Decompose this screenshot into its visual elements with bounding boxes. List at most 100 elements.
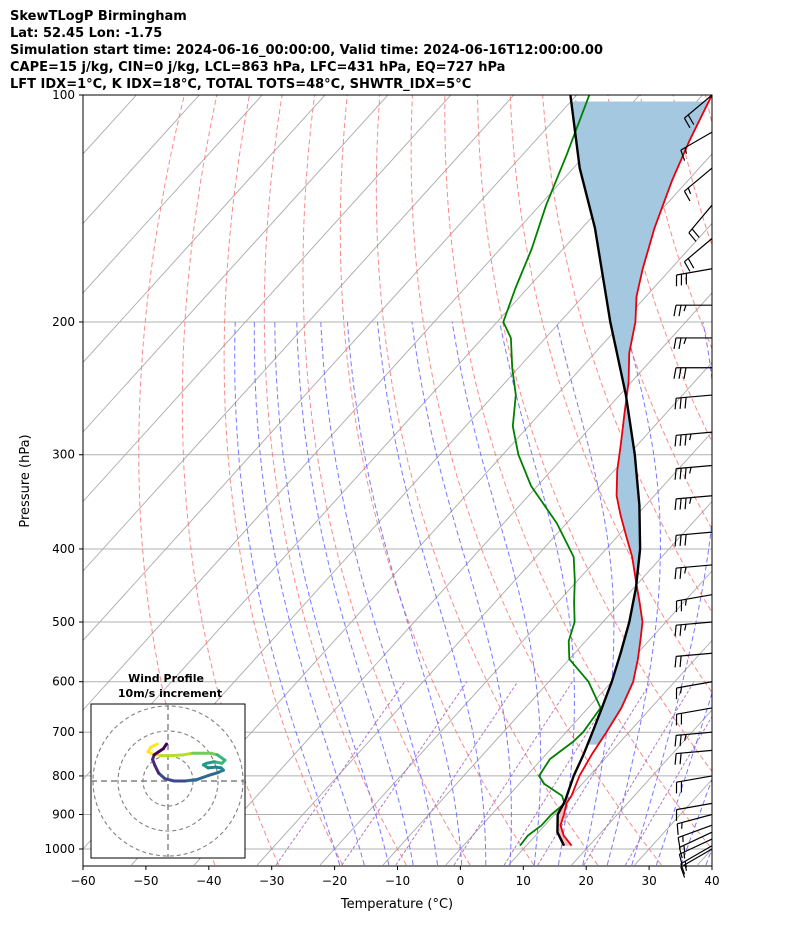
- barb-flag: [684, 534, 687, 546]
- dry-adiabat: [705, 95, 712, 126]
- moist-adiabat: [253, 321, 365, 866]
- y-tick-label: 100: [52, 88, 75, 102]
- moist-adiabat: [606, 321, 661, 866]
- mixing-ratio-line: [624, 715, 712, 866]
- wind-barb: [675, 594, 713, 613]
- barb-staff: [677, 824, 713, 839]
- wind-barb: [683, 94, 713, 129]
- barb-staff: [676, 495, 713, 500]
- y-tick-label: 900: [52, 807, 75, 821]
- barb-staff: [679, 838, 713, 855]
- barb-staff: [676, 749, 713, 755]
- hodograph-segment: [181, 751, 195, 757]
- x-tick-label: −20: [322, 874, 347, 888]
- axes: −60 −50 −40 −30 −20 −10 0 10 20 30 40 1000 900 800 700…: [44, 88, 719, 888]
- y-tick-label: 300: [52, 448, 75, 462]
- dry-adiabat: [639, 95, 712, 350]
- barb-flag: [683, 190, 691, 202]
- isotherm-line: [571, 709, 712, 866]
- barb-flag: [679, 624, 682, 636]
- y-tick-label: 700: [52, 725, 75, 739]
- wind-barb: [675, 681, 713, 700]
- time-line: Simulation start time: 2024-06-16_00:00:…: [10, 43, 603, 58]
- cin-area: [557, 799, 572, 846]
- barb-flag: [674, 656, 677, 668]
- barb-flag: [674, 498, 677, 511]
- barb-flag: [683, 304, 687, 312]
- barb-flag: [683, 367, 687, 379]
- wind-barb: [678, 838, 713, 866]
- barb-flag: [689, 433, 692, 441]
- barb-flag: [684, 467, 687, 479]
- dry-adiabat: [542, 95, 712, 613]
- dry-adiabat: [410, 95, 662, 866]
- profile-layer: [502, 95, 712, 847]
- wind-barb: [674, 495, 713, 511]
- wind-barbs: [673, 94, 713, 878]
- dry-adiabat: [444, 95, 712, 850]
- dry-adiabat: [223, 95, 343, 866]
- barb-flag: [674, 435, 677, 447]
- dry-adiabat: [672, 95, 712, 248]
- barb-flag: [687, 258, 695, 269]
- moist-adiabat: [631, 321, 712, 866]
- barb-staff: [676, 652, 713, 657]
- barb-staff: [676, 621, 713, 626]
- barb-staff: [676, 394, 713, 399]
- dewpoint-line: [502, 95, 602, 847]
- barb-flag: [683, 117, 691, 129]
- barb-flag: [683, 337, 687, 345]
- isotherm-line: [319, 431, 712, 866]
- cape-area: [571, 101, 709, 745]
- barb-staff: [688, 204, 713, 234]
- x-tick-label: 20: [579, 874, 594, 888]
- moist-adiabat: [347, 321, 463, 866]
- isotherm-line: [194, 292, 712, 866]
- x-tick-label: −10: [385, 874, 410, 888]
- barb-staff: [684, 238, 713, 263]
- hodograph-segment: [161, 742, 168, 751]
- barb-flag: [679, 498, 682, 510]
- wind-barb: [678, 831, 713, 859]
- barb-flag: [679, 687, 683, 694]
- hodograph-segment: [170, 753, 185, 758]
- isotherm-line: [83, 95, 578, 642]
- barb-flag: [684, 497, 687, 510]
- isotherm-line: [382, 500, 712, 866]
- dry-adiabat: [738, 95, 794, 865]
- barb-flag: [674, 735, 677, 747]
- mixing-ratio-line: [341, 681, 468, 866]
- dry-adiabat: [302, 95, 471, 866]
- barb-staff: [676, 775, 713, 783]
- barb-flag: [678, 847, 683, 859]
- barb-flag: [684, 599, 687, 606]
- barb-flag: [684, 147, 688, 154]
- y-tick-label: 400: [52, 542, 75, 556]
- barb-staff: [676, 707, 713, 715]
- dry-adiabat: [339, 95, 535, 866]
- wind-barb: [674, 652, 713, 668]
- barb-flag: [689, 497, 692, 504]
- hodograph-segment: [195, 774, 210, 781]
- wind-barb: [674, 564, 713, 580]
- chart-header: SkewTLogP Birmingham Lat: 52.45 Lon: -1.…: [10, 8, 603, 93]
- barb-flag: [684, 734, 687, 741]
- barb-staff: [676, 431, 713, 436]
- wind-barb: [680, 845, 713, 875]
- barb-flag: [673, 367, 677, 379]
- isotherm-line: [760, 95, 794, 865]
- wind-barb: [675, 707, 713, 726]
- barb-staff: [676, 531, 713, 536]
- barb-flag: [684, 624, 687, 631]
- barb-flag: [688, 232, 697, 242]
- barb-flag: [679, 753, 682, 765]
- isotherm-line: [83, 95, 263, 294]
- wind-barb: [675, 802, 713, 821]
- x-tick-label: −60: [70, 874, 95, 888]
- barb-staff: [680, 131, 713, 151]
- y-tick-label: 1000: [44, 842, 75, 856]
- wind-barb: [674, 394, 713, 410]
- dry-adiabat: [771, 95, 794, 865]
- chart-title: SkewTLogP Birmingham: [10, 9, 187, 24]
- moist-adiabat: [274, 321, 390, 866]
